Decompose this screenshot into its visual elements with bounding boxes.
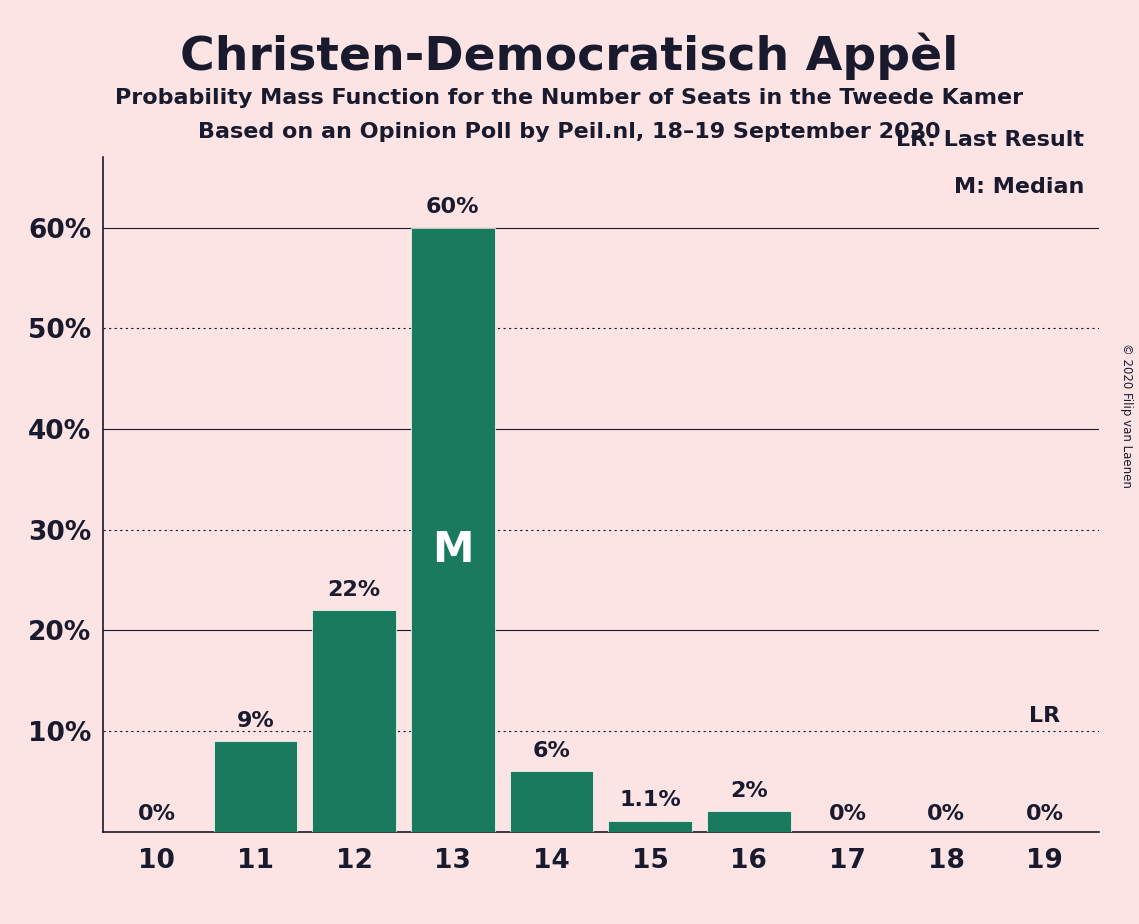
Text: 0%: 0%: [1026, 804, 1064, 823]
Text: 0%: 0%: [138, 804, 175, 823]
Text: 60%: 60%: [426, 198, 480, 217]
Text: Probability Mass Function for the Number of Seats in the Tweede Kamer: Probability Mass Function for the Number…: [115, 88, 1024, 108]
Text: 22%: 22%: [328, 580, 380, 600]
Bar: [509, 772, 593, 832]
Bar: [312, 610, 396, 832]
Text: 9%: 9%: [237, 711, 274, 731]
Text: M: M: [432, 529, 474, 571]
Text: 0%: 0%: [927, 804, 965, 823]
Text: LR: Last Result: LR: Last Result: [896, 130, 1084, 150]
Text: 0%: 0%: [828, 804, 867, 823]
Text: 2%: 2%: [730, 782, 768, 801]
Bar: [608, 821, 693, 832]
Text: 6%: 6%: [533, 741, 571, 761]
Text: Christen-Democratisch Appèl: Christen-Democratisch Appèl: [180, 32, 959, 79]
Bar: [707, 811, 790, 832]
Bar: [213, 741, 297, 832]
Text: 1.1%: 1.1%: [620, 790, 681, 810]
Text: © 2020 Filip van Laenen: © 2020 Filip van Laenen: [1121, 344, 1133, 488]
Text: LR: LR: [1030, 706, 1060, 726]
Text: M: Median: M: Median: [953, 177, 1084, 198]
Bar: [411, 227, 494, 832]
Text: Based on an Opinion Poll by Peil.nl, 18–19 September 2020: Based on an Opinion Poll by Peil.nl, 18–…: [198, 122, 941, 142]
